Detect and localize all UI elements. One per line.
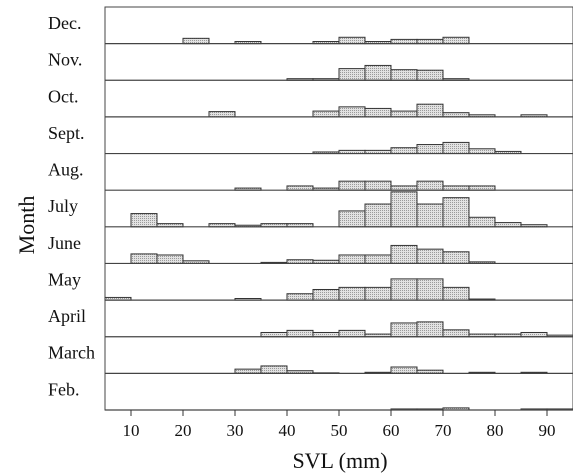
- month-panel: Nov.: [48, 50, 573, 81]
- month-label: April: [48, 306, 86, 326]
- histogram-bar: [520, 331, 548, 338]
- histogram-bar: [442, 36, 470, 45]
- x-tick-label: 80: [487, 421, 504, 440]
- month-panel: April: [48, 306, 573, 338]
- histogram-bar: [130, 253, 158, 264]
- histogram-bar: [156, 254, 184, 264]
- histogram-bar: [338, 286, 366, 301]
- x-tick-label: 30: [227, 421, 244, 440]
- month-label: Oct.: [48, 86, 79, 106]
- histogram-bar: [442, 141, 470, 155]
- x-tick-label: 70: [435, 421, 452, 440]
- x-tick-label: 50: [331, 421, 348, 440]
- histogram-bar: [260, 331, 288, 338]
- month-label: Sept.: [48, 123, 85, 143]
- month-panel: March: [48, 343, 573, 374]
- histogram-bar: [416, 38, 444, 45]
- histogram-bar: [338, 106, 366, 118]
- month-label: Feb.: [48, 379, 80, 399]
- histogram-bar: [286, 329, 314, 338]
- plot-frame: [104, 6, 573, 411]
- histogram-bar: [416, 103, 444, 118]
- month-panel: June: [48, 233, 573, 265]
- histogram-bar: [182, 37, 210, 45]
- histogram-bar: [468, 216, 496, 228]
- histogram-bar: [338, 210, 366, 228]
- histogram-bar: [416, 203, 444, 228]
- histogram-bar: [390, 147, 418, 155]
- x-tick-label: 20: [175, 421, 192, 440]
- histogram-bar: [390, 185, 418, 191]
- histogram-bar: [286, 293, 314, 301]
- histogram-bar: [312, 331, 340, 338]
- histogram-bar: [338, 68, 366, 81]
- month-panel: Sept.: [48, 123, 573, 155]
- histogram-bar: [364, 254, 392, 264]
- histogram-bar: [442, 185, 470, 191]
- x-tick-label: 10: [123, 421, 140, 440]
- histogram-bar: [494, 222, 522, 228]
- month-panel: Dec.: [48, 13, 573, 45]
- histogram-bar: [416, 144, 444, 155]
- histogram-bar: [390, 110, 418, 118]
- histogram-bar: [390, 38, 418, 45]
- month-label: July: [48, 196, 78, 216]
- histogram-bar: [442, 329, 470, 338]
- month-label: May: [48, 269, 81, 289]
- month-panel: Feb.: [48, 379, 573, 411]
- histogram-bar: [338, 254, 366, 264]
- histogram-bar: [208, 111, 236, 118]
- histogram-bar: [390, 322, 418, 338]
- x-axis: 10 20 30 40 50 60 70 80 90: [123, 410, 556, 440]
- histogram-bar: [364, 286, 392, 301]
- histogram-bar: [390, 278, 418, 301]
- month-panel: July: [48, 191, 573, 228]
- histogram-bar: [442, 197, 470, 228]
- month-panels: Dec. Nov. Oct. Sept. Aug. July June May April Mar…: [48, 6, 573, 411]
- month-label: Aug.: [48, 160, 84, 180]
- histogram-bar: [338, 329, 366, 338]
- month-panel: Oct.: [48, 86, 573, 118]
- month-label: June: [48, 233, 81, 253]
- histogram-bar: [390, 69, 418, 81]
- histogram-bar: [442, 251, 470, 264]
- histogram-bar: [338, 36, 366, 45]
- histogram-bar: [390, 244, 418, 264]
- month-label: Nov.: [48, 50, 82, 70]
- month-panel: Aug.: [48, 160, 573, 191]
- x-tick-label: 40: [279, 421, 296, 440]
- histogram-bar: [338, 180, 366, 191]
- x-tick-label: 60: [383, 421, 400, 440]
- month-label: Dec.: [48, 13, 81, 33]
- histogram-bar: [312, 288, 340, 301]
- histogram-bar: [234, 368, 262, 374]
- histogram-bar: [416, 248, 444, 264]
- histogram-bar: [468, 148, 496, 155]
- histogram-bar: [416, 180, 444, 191]
- histogram-bar: [312, 110, 340, 118]
- histogram-bar: [260, 365, 288, 374]
- histogram-bar: [364, 107, 392, 118]
- month-label: March: [48, 343, 95, 363]
- histogram-bar: [468, 185, 496, 191]
- histogram-bar: [416, 278, 444, 301]
- histogram-bar: [442, 286, 470, 301]
- y-axis-title: Month: [14, 196, 39, 255]
- histogram-bar: [364, 64, 392, 81]
- histogram-bar: [286, 185, 314, 191]
- histogram-bar: [416, 321, 444, 338]
- month-panel: May: [48, 269, 573, 301]
- histogram-bar: [130, 213, 158, 228]
- histogram-bar: [364, 180, 392, 191]
- histogram-bar: [390, 191, 418, 228]
- histogram-bar: [442, 112, 470, 118]
- x-tick-label: 90: [539, 421, 556, 440]
- x-axis-title: SVL (mm): [292, 448, 387, 473]
- histogram-bar: [364, 203, 392, 228]
- histogram-bar: [390, 366, 418, 374]
- histogram-bar: [416, 69, 444, 81]
